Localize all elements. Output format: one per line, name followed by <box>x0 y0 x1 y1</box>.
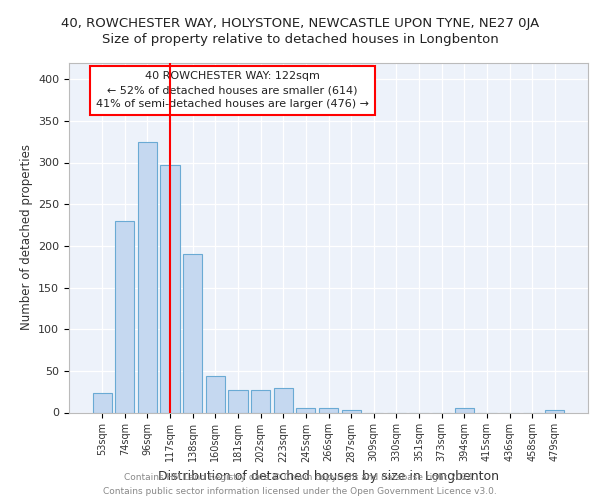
Bar <box>319 408 338 412</box>
Text: 40, ROWCHESTER WAY, HOLYSTONE, NEWCASTLE UPON TYNE, NE27 0JA: 40, ROWCHESTER WAY, HOLYSTONE, NEWCASTLE… <box>61 18 539 30</box>
Bar <box>138 142 157 412</box>
Text: Size of property relative to detached houses in Longbenton: Size of property relative to detached ho… <box>101 32 499 46</box>
Bar <box>274 388 293 412</box>
Y-axis label: Number of detached properties: Number of detached properties <box>20 144 32 330</box>
Bar <box>160 165 180 412</box>
Bar <box>455 408 474 412</box>
Bar <box>229 390 248 412</box>
Bar <box>251 390 270 412</box>
Bar <box>206 376 225 412</box>
Bar <box>341 410 361 412</box>
Text: 40 ROWCHESTER WAY: 122sqm
← 52% of detached houses are smaller (614)
41% of semi: 40 ROWCHESTER WAY: 122sqm ← 52% of detac… <box>96 71 369 110</box>
Text: Contains HM Land Registry data © Crown copyright and database right 2024.: Contains HM Land Registry data © Crown c… <box>124 473 476 482</box>
Bar <box>92 394 112 412</box>
Bar <box>296 408 316 412</box>
Bar <box>115 221 134 412</box>
X-axis label: Distribution of detached houses by size in Longbenton: Distribution of detached houses by size … <box>158 470 499 483</box>
Bar <box>183 254 202 412</box>
Text: Contains public sector information licensed under the Open Government Licence v3: Contains public sector information licen… <box>103 486 497 496</box>
Bar <box>545 410 565 412</box>
